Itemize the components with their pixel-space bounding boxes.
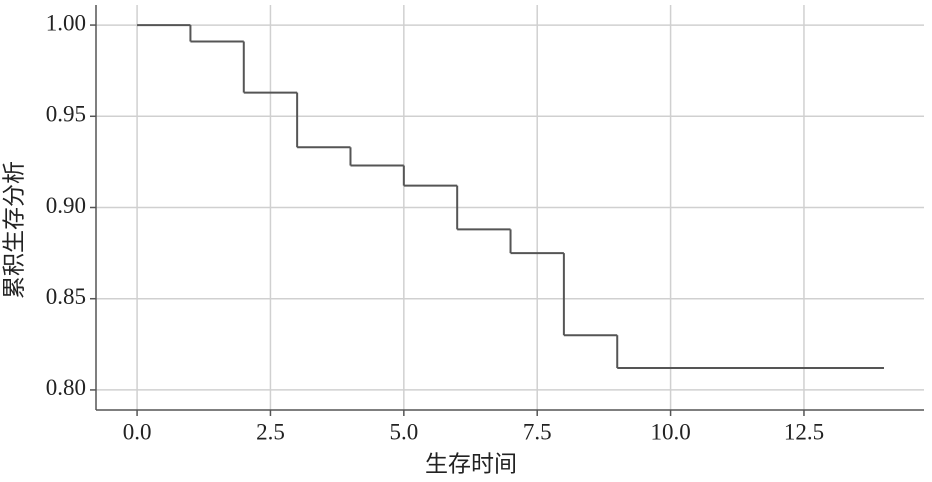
y-axis-label: 累积生存分析 — [1, 161, 26, 299]
x-tick-label: 0.0 — [123, 419, 152, 444]
x-tick-label: 5.0 — [389, 419, 418, 444]
x-tick-label: 7.5 — [523, 419, 552, 444]
y-tick-label: 0.90 — [46, 193, 86, 218]
y-tick-label: 1.00 — [46, 10, 86, 35]
x-tick-label: 12.5 — [784, 419, 824, 444]
y-tick-label: 0.80 — [46, 375, 86, 400]
x-tick-label: 2.5 — [256, 419, 285, 444]
y-tick-label: 0.95 — [46, 102, 86, 127]
y-tick-label: 0.85 — [46, 284, 86, 309]
x-tick-label: 10.0 — [650, 419, 690, 444]
x-axis-label: 生存时间 — [425, 451, 517, 476]
